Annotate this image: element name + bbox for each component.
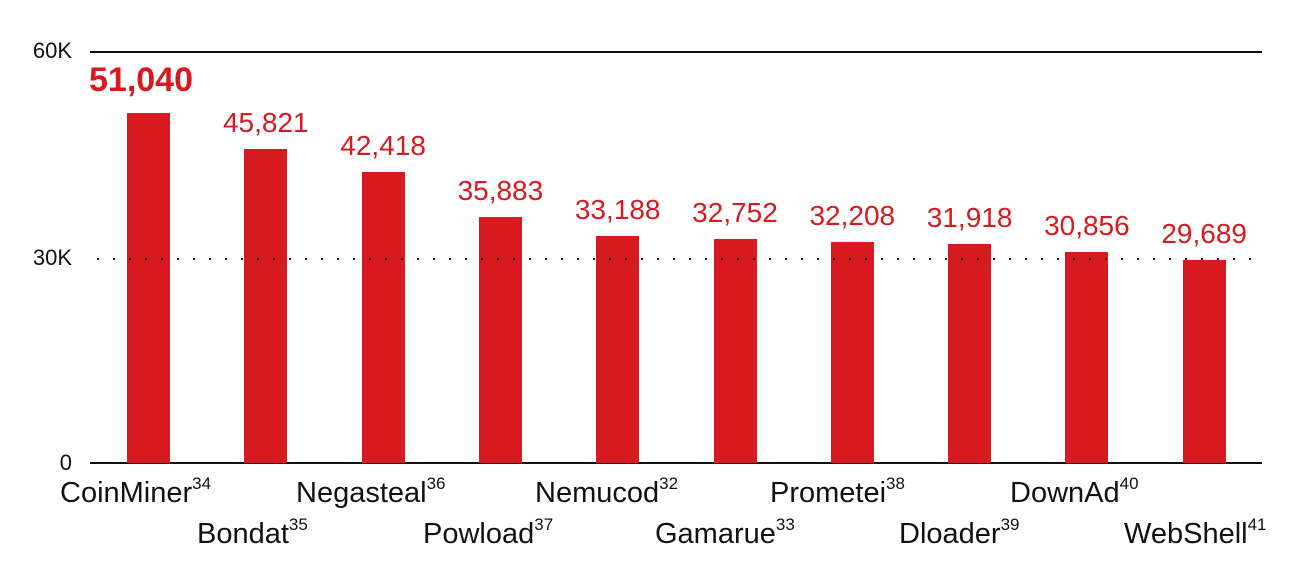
category-name: Nemucod — [535, 477, 660, 509]
footnote-ref: 33 — [775, 515, 795, 534]
x-label-negasteal: Negasteal36 — [296, 474, 446, 510]
category-name: Prometei — [770, 477, 887, 509]
bar-downad — [1065, 251, 1109, 463]
bar-dloader — [948, 244, 992, 463]
footnote-ref: 39 — [1000, 515, 1020, 534]
y-tick-0: 0 — [59, 450, 72, 475]
footnote-ref: 34 — [192, 474, 212, 493]
bar-coinminer — [127, 113, 170, 463]
value-label: 32,752 — [692, 196, 778, 228]
category-name: Powload — [423, 518, 535, 550]
value-label: 45,821 — [222, 107, 309, 139]
value-label: 32,208 — [809, 200, 896, 232]
bar-gamarue — [713, 238, 757, 463]
bar-prometei — [830, 242, 874, 463]
category-name: CoinMiner — [60, 477, 193, 509]
x-label-bondat: Bondat35 — [197, 515, 308, 551]
footnote-ref: 35 — [288, 515, 308, 534]
value-label: 42,418 — [340, 130, 426, 162]
bar-bondat — [244, 149, 288, 463]
footnote-ref: 38 — [886, 474, 905, 493]
category-name: DownAd — [1010, 477, 1120, 509]
bar-webshell — [1182, 259, 1226, 463]
value-label: 35,883 — [457, 175, 544, 207]
x-label-nemucod: Nemucod32 — [535, 474, 679, 510]
footnote-ref: 36 — [426, 474, 446, 493]
footnote-ref: 41 — [1247, 515, 1267, 534]
category-name: Gamarue — [655, 518, 776, 550]
bar-negasteal — [361, 172, 405, 463]
bar-nemucod — [596, 235, 640, 463]
value-label: 51,040 — [89, 61, 193, 100]
x-label-dloader: Dloader39 — [899, 515, 1020, 551]
x-label-webshell: WebShell41 — [1124, 515, 1267, 551]
x-label-downad: DownAd40 — [1010, 474, 1139, 510]
footnote-ref: 40 — [1119, 474, 1139, 493]
bar-powload — [478, 217, 522, 463]
category-name: Negasteal — [296, 477, 427, 509]
category-name: WebShell — [1124, 518, 1248, 550]
footnote-ref: 37 — [534, 515, 554, 534]
x-axis-baseline — [90, 462, 1262, 464]
x-label-gamarue: Gamarue33 — [655, 515, 795, 551]
value-label: 30,856 — [1044, 209, 1130, 241]
y-tick-30k: 30K — [32, 245, 72, 270]
x-label-coinminer: CoinMiner34 — [60, 474, 212, 510]
y-tick-60k: 60K — [32, 38, 72, 63]
category-name: Bondat — [197, 518, 289, 550]
gridline-60k — [90, 51, 1262, 53]
value-label: 31,918 — [926, 202, 1013, 234]
category-name: Dloader — [899, 518, 1001, 550]
footnote-ref: 32 — [659, 474, 679, 493]
x-label-prometei: Prometei38 — [770, 474, 905, 510]
x-label-powload: Powload37 — [423, 515, 554, 551]
value-label: 33,188 — [574, 193, 661, 225]
gridline-30k-dotted — [90, 258, 1262, 260]
value-label: 29,689 — [1161, 217, 1247, 249]
